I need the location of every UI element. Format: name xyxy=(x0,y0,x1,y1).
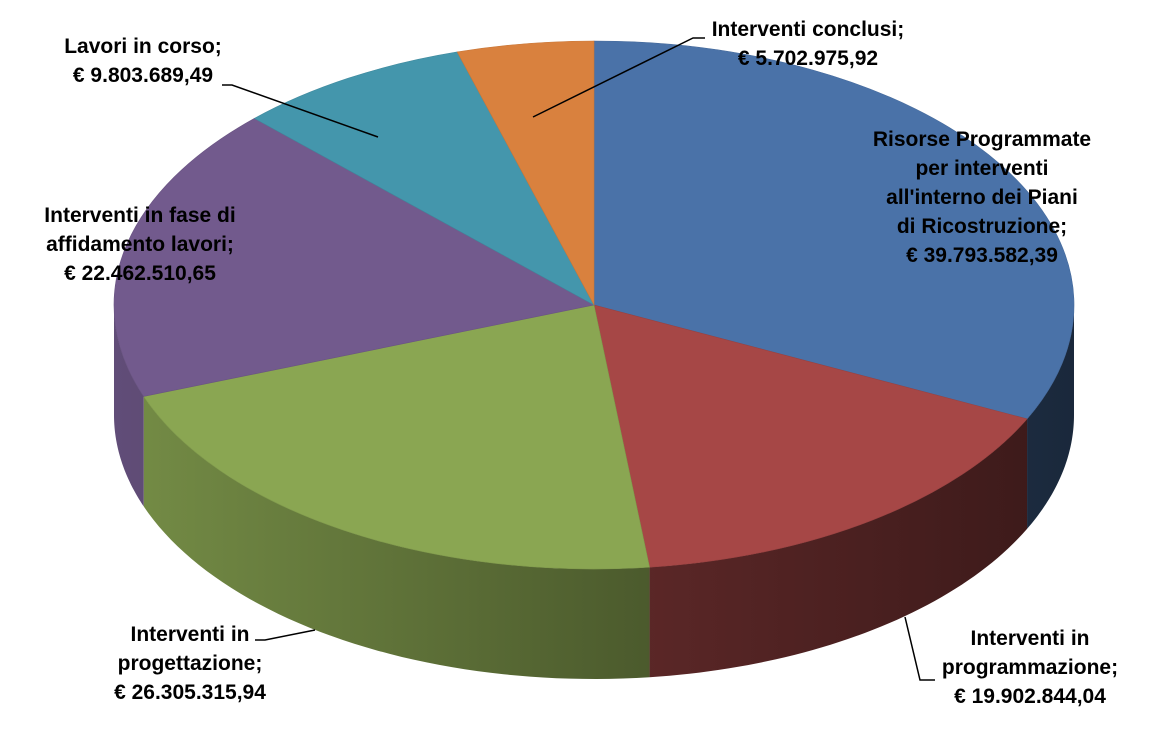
data-label-line: Risorse Programmate xyxy=(873,128,1091,151)
data-label-value: € 22.462.510,65 xyxy=(64,262,216,285)
data-label-3: Interventi in progettazione; € 26.305.315,… xyxy=(114,623,266,704)
data-label-line: di Ricostruzione; xyxy=(897,215,1067,238)
data-label-value: € 19.902.844,04 xyxy=(954,685,1106,708)
leader-line-5 xyxy=(222,84,379,138)
data-label-line: all'interno dei Piani xyxy=(886,186,1078,209)
pie-sides xyxy=(114,305,1074,679)
data-label-line: Lavori in corso; xyxy=(64,35,222,58)
leader-line-6 xyxy=(532,37,705,118)
pie-slice-4 xyxy=(113,118,595,397)
pie-slice-side-2 xyxy=(649,418,1028,678)
data-label-value: € 5.702.975,92 xyxy=(738,47,878,70)
data-label-value: € 26.305.315,94 xyxy=(114,681,266,704)
pie-slice-5 xyxy=(253,51,595,306)
pie-slice-side-1 xyxy=(1027,305,1074,529)
data-label-1: Risorse Programmate per interventi all'int… xyxy=(873,128,1091,267)
data-label-line: per interventi xyxy=(915,157,1048,180)
pie-slice-2 xyxy=(593,304,1028,568)
data-label-value: € 9.803.689,49 xyxy=(73,64,213,87)
data-label-line: Interventi in fase di xyxy=(44,204,235,227)
pie-slice-6 xyxy=(456,40,595,306)
leader-lines xyxy=(222,37,935,681)
data-label-line: progettazione; xyxy=(118,652,263,675)
pie-tops xyxy=(113,40,1075,570)
data-label-line: programmazione; xyxy=(942,656,1118,679)
leader-line-3 xyxy=(255,629,316,641)
data-label-5: Lavori in corso; € 9.803.689,49 xyxy=(64,35,222,87)
data-label-line: Interventi conclusi; xyxy=(712,18,905,41)
data-label-2: Interventi in programmazione; € 19.902.844… xyxy=(942,627,1118,708)
pie-slice-1 xyxy=(593,40,1075,420)
data-label-line: Interventi in xyxy=(130,623,249,646)
pie-slice-side-4 xyxy=(114,305,144,507)
data-label-value: € 39.793.582,39 xyxy=(906,244,1058,267)
data-label-line: affidamento lavori; xyxy=(46,233,234,256)
pie-slice-side-3 xyxy=(143,396,650,679)
data-label-4: Interventi in fase di affidamento lavori;… xyxy=(44,204,235,285)
data-label-6: Interventi conclusi; € 5.702.975,92 xyxy=(712,18,905,70)
leader-line-2 xyxy=(904,616,935,681)
data-labels: Risorse Programmate per interventi all'int… xyxy=(44,18,1118,708)
data-label-line: Interventi in xyxy=(970,627,1089,650)
